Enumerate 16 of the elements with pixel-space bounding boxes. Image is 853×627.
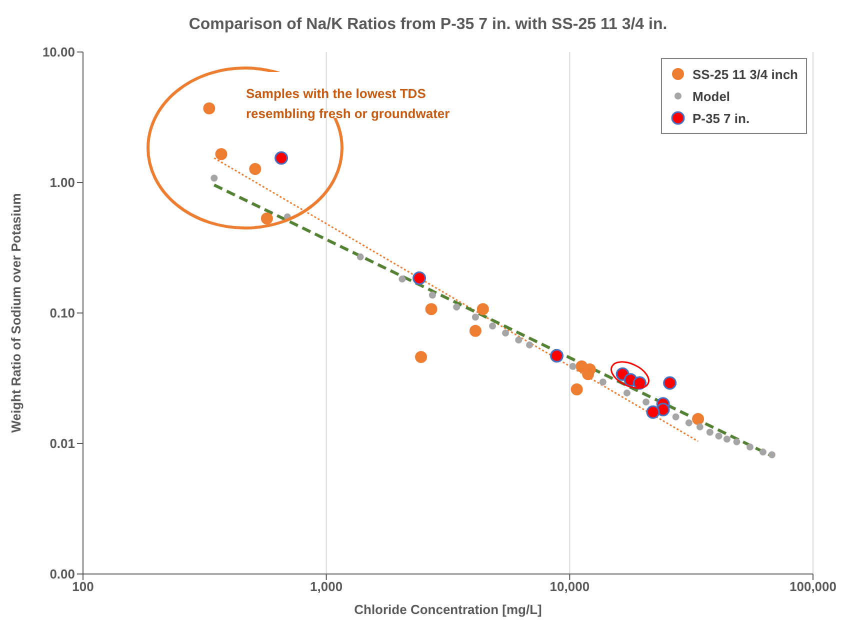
x-axis-title: Chloride Concentration [mg/L] xyxy=(354,602,542,617)
x-tick-label: 100,000 xyxy=(790,579,836,594)
legend-label: SS-25 11 3/4 inch xyxy=(691,66,798,84)
y-tick-label: 0.10 xyxy=(50,306,75,321)
y-axis-title: Weight Ratio of Sodium over Potasium xyxy=(8,193,24,433)
annotation: Samples with the lowest TDS resembling fresh or groundwater xyxy=(246,85,451,123)
x-tick-label: 100 xyxy=(72,579,94,594)
y-tick-label: 10.00 xyxy=(42,44,75,60)
y-tick-label: 0.01 xyxy=(50,436,75,452)
y-tick-label: 0.00 xyxy=(50,566,75,582)
x-tick-label: 10,000 xyxy=(550,579,590,594)
legend-label: P-35 7 in. xyxy=(691,110,751,128)
x-tick-label: 1,000 xyxy=(310,579,343,594)
y-tick-label: 1.00 xyxy=(50,175,75,190)
legend-label: Model xyxy=(691,88,732,106)
chart-title: Comparison of Na/K Ratios from P-35 7 in. with SS-25 11 3/4 in. xyxy=(188,16,668,34)
